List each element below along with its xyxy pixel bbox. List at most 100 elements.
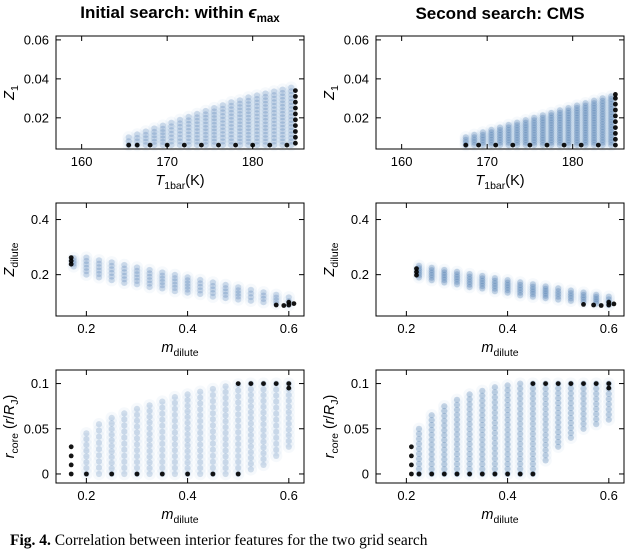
data-point [247, 432, 254, 439]
data-point [502, 126, 515, 139]
data-point [441, 456, 448, 463]
data-point [236, 121, 243, 128]
data-point [590, 413, 603, 426]
data-point [582, 122, 589, 129]
data-point [156, 266, 169, 279]
data-point [479, 139, 486, 146]
data-point [502, 128, 515, 142]
data-point [466, 271, 473, 278]
data-point [536, 129, 549, 142]
data-point [83, 254, 90, 261]
data-point [577, 392, 590, 405]
data-point [242, 108, 255, 121]
data-point [596, 110, 609, 123]
data-point [273, 452, 280, 459]
x-tick-label: 160 [391, 154, 413, 169]
data-point [232, 293, 245, 306]
data-point [580, 400, 587, 407]
data-point [267, 124, 281, 137]
black-data-point [606, 385, 612, 391]
data-point [466, 406, 473, 413]
data-point [253, 120, 261, 127]
data-point [206, 283, 220, 296]
data-point [181, 280, 194, 293]
data-point [121, 272, 128, 279]
data-point [271, 99, 278, 106]
data-point [257, 406, 270, 419]
data-point [133, 274, 141, 281]
data-point [184, 408, 191, 415]
data-point [168, 420, 182, 433]
data-point [514, 452, 527, 466]
data-point [529, 405, 536, 412]
data-point [134, 131, 141, 138]
black-data-point [606, 299, 612, 305]
data-point [453, 401, 461, 408]
data-point [476, 418, 489, 432]
data-point [552, 387, 565, 400]
data-point [564, 402, 578, 415]
data-point [288, 134, 295, 141]
data-point [133, 459, 141, 466]
data-point [80, 258, 93, 271]
data-point [270, 425, 283, 438]
x-tick-label: 180 [242, 154, 264, 169]
data-point [121, 458, 128, 465]
black-data-point [606, 381, 612, 386]
data-point [209, 458, 216, 465]
data-point [466, 421, 473, 428]
data-point [259, 97, 272, 111]
data-point [259, 125, 272, 138]
data-point [185, 134, 192, 142]
data-point [466, 416, 473, 423]
data-point [565, 114, 572, 122]
data-point [555, 404, 562, 411]
data-point [552, 396, 565, 410]
data-point [202, 114, 209, 121]
data-point [567, 287, 574, 294]
data-point [130, 414, 144, 427]
data-point [466, 441, 473, 448]
data-point [491, 424, 498, 432]
data-point [579, 119, 592, 132]
data-point [181, 277, 194, 290]
data-point [159, 142, 166, 149]
data-point [428, 421, 435, 429]
data-point [143, 427, 156, 441]
data-point [564, 292, 578, 305]
data-point [173, 131, 187, 145]
data-point [565, 124, 572, 131]
data-point [105, 445, 118, 458]
data-point [105, 422, 118, 436]
data-point [476, 277, 489, 290]
data-point [479, 417, 486, 424]
data-point [288, 106, 295, 113]
data-point [605, 411, 612, 418]
data-point [130, 408, 144, 421]
data-point [173, 117, 187, 130]
data-point [555, 419, 562, 426]
data-point [142, 142, 149, 149]
data-point [168, 450, 182, 463]
data-point [587, 109, 601, 122]
data-point [562, 106, 575, 120]
data-point [143, 263, 156, 277]
data-point [92, 261, 106, 274]
data-point [582, 127, 589, 134]
data-point [488, 447, 502, 460]
data-point [219, 380, 232, 393]
data-point [208, 118, 221, 132]
data-point [270, 395, 283, 408]
data-point [466, 278, 473, 285]
data-point [536, 126, 549, 139]
data-point [219, 415, 232, 428]
data-point [271, 120, 278, 127]
data-point [121, 416, 128, 423]
data-point [276, 90, 289, 103]
data-point [181, 405, 194, 418]
data-point [504, 465, 511, 473]
data-point [216, 109, 229, 123]
data-point [564, 387, 578, 400]
